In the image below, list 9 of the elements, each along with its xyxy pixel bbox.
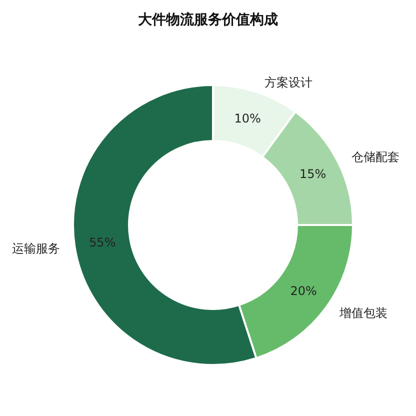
- data-label: 20%: [290, 284, 317, 298]
- slice-label: 增值包装: [338, 306, 388, 320]
- slice-label: 运输服务: [12, 241, 60, 256]
- chart-title: 大件物流服务价值构成: [138, 11, 278, 28]
- data-label: 55%: [89, 236, 116, 250]
- data-label: 10%: [234, 111, 261, 126]
- slice-label: 方案设计: [264, 75, 312, 90]
- data-label: 15%: [299, 167, 326, 182]
- slice-label: 仓储配套: [352, 150, 400, 164]
